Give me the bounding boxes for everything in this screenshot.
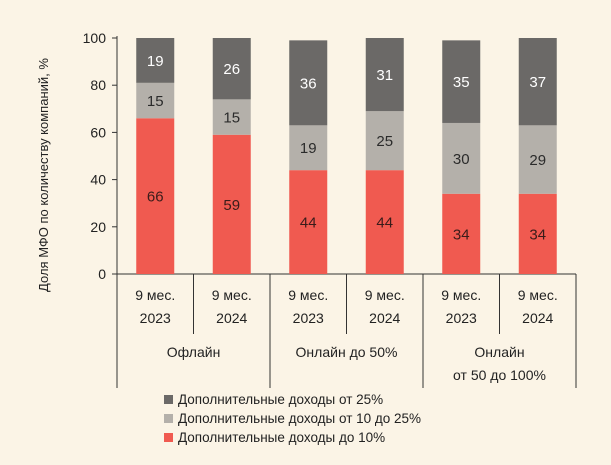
bar-data-label: 37 bbox=[529, 74, 546, 91]
bar-data-label: 44 bbox=[376, 215, 393, 232]
bar-data-label: 34 bbox=[453, 226, 470, 243]
x-tick-label: 2024 bbox=[216, 310, 247, 326]
bar-segment bbox=[136, 82, 175, 119]
y-axis-label: Доля МФО по количеству компаний, % bbox=[36, 58, 51, 292]
x-tick-label: 2023 bbox=[446, 310, 477, 326]
bar-segment bbox=[212, 134, 251, 274]
legend-entry: Дополнительные доходы от 10 до 25% bbox=[178, 411, 421, 426]
bar-data-label: 30 bbox=[453, 151, 470, 168]
bar-segment bbox=[365, 170, 404, 274]
x-tick-label: 9 мес. bbox=[135, 287, 175, 303]
x-tick-label: 9 мес. bbox=[518, 287, 558, 303]
bar-segment bbox=[289, 125, 328, 171]
bar-data-label: 29 bbox=[529, 152, 546, 169]
x-tick-label: 9 мес. bbox=[441, 287, 481, 303]
bar-data-label: 19 bbox=[147, 53, 164, 70]
x-tick-label: 9 мес. bbox=[288, 287, 328, 303]
bar-segment bbox=[365, 111, 404, 171]
y-tick-label: 100 bbox=[83, 30, 107, 46]
group-label: Онлайн bbox=[474, 344, 524, 360]
legend-entry: Дополнительные доходы до 10% bbox=[178, 430, 385, 445]
bar-segment bbox=[442, 40, 481, 123]
group-label: Офлайн bbox=[167, 344, 221, 360]
bar-data-label: 25 bbox=[376, 133, 393, 150]
bar-data-label: 34 bbox=[529, 226, 546, 243]
y-tick-label: 0 bbox=[98, 266, 106, 282]
bar-segment bbox=[136, 38, 175, 83]
bar-data-label: 26 bbox=[223, 61, 240, 78]
bar-segment bbox=[289, 40, 328, 126]
bar-segment bbox=[518, 38, 557, 126]
legend-swatch bbox=[164, 414, 173, 423]
legend-swatch bbox=[164, 395, 173, 404]
y-tick-label: 80 bbox=[90, 77, 106, 93]
bar-data-label: 15 bbox=[223, 110, 240, 127]
x-tick-label: 2024 bbox=[522, 310, 553, 326]
bar-segment bbox=[365, 38, 404, 112]
legend-swatch bbox=[164, 433, 173, 442]
bar-data-label: 44 bbox=[300, 215, 317, 232]
y-tick-label: 20 bbox=[90, 219, 106, 235]
bar-data-label: 59 bbox=[223, 197, 240, 214]
x-tick-label: 2024 bbox=[369, 310, 400, 326]
y-tick-label: 60 bbox=[90, 124, 106, 140]
bar-segment bbox=[136, 118, 175, 275]
x-tick-label: 9 мес. bbox=[365, 287, 405, 303]
bar-segment bbox=[212, 38, 251, 100]
x-tick-label: 2023 bbox=[140, 310, 171, 326]
bar-segment bbox=[442, 122, 481, 194]
bar-data-label: 15 bbox=[147, 93, 164, 110]
legend-entry: Дополнительные доходы от 25% bbox=[178, 392, 383, 407]
bar-segment bbox=[212, 99, 251, 135]
bar-segment bbox=[518, 193, 557, 274]
y-tick-label: 40 bbox=[90, 172, 106, 188]
bar-segment bbox=[442, 193, 481, 274]
bar-segment bbox=[518, 125, 557, 194]
x-tick-label: 9 мес. bbox=[212, 287, 252, 303]
bar-data-label: 19 bbox=[300, 140, 317, 157]
group-label: от 50 до 100% bbox=[453, 367, 546, 383]
bar-data-label: 36 bbox=[300, 75, 317, 92]
bar-data-label: 31 bbox=[376, 67, 393, 84]
bar-data-label: 66 bbox=[147, 189, 164, 206]
bar-segment bbox=[289, 170, 328, 274]
bar-data-label: 35 bbox=[453, 74, 470, 91]
x-tick-label: 2023 bbox=[293, 310, 324, 326]
group-label: Онлайн до 50% bbox=[296, 344, 398, 360]
